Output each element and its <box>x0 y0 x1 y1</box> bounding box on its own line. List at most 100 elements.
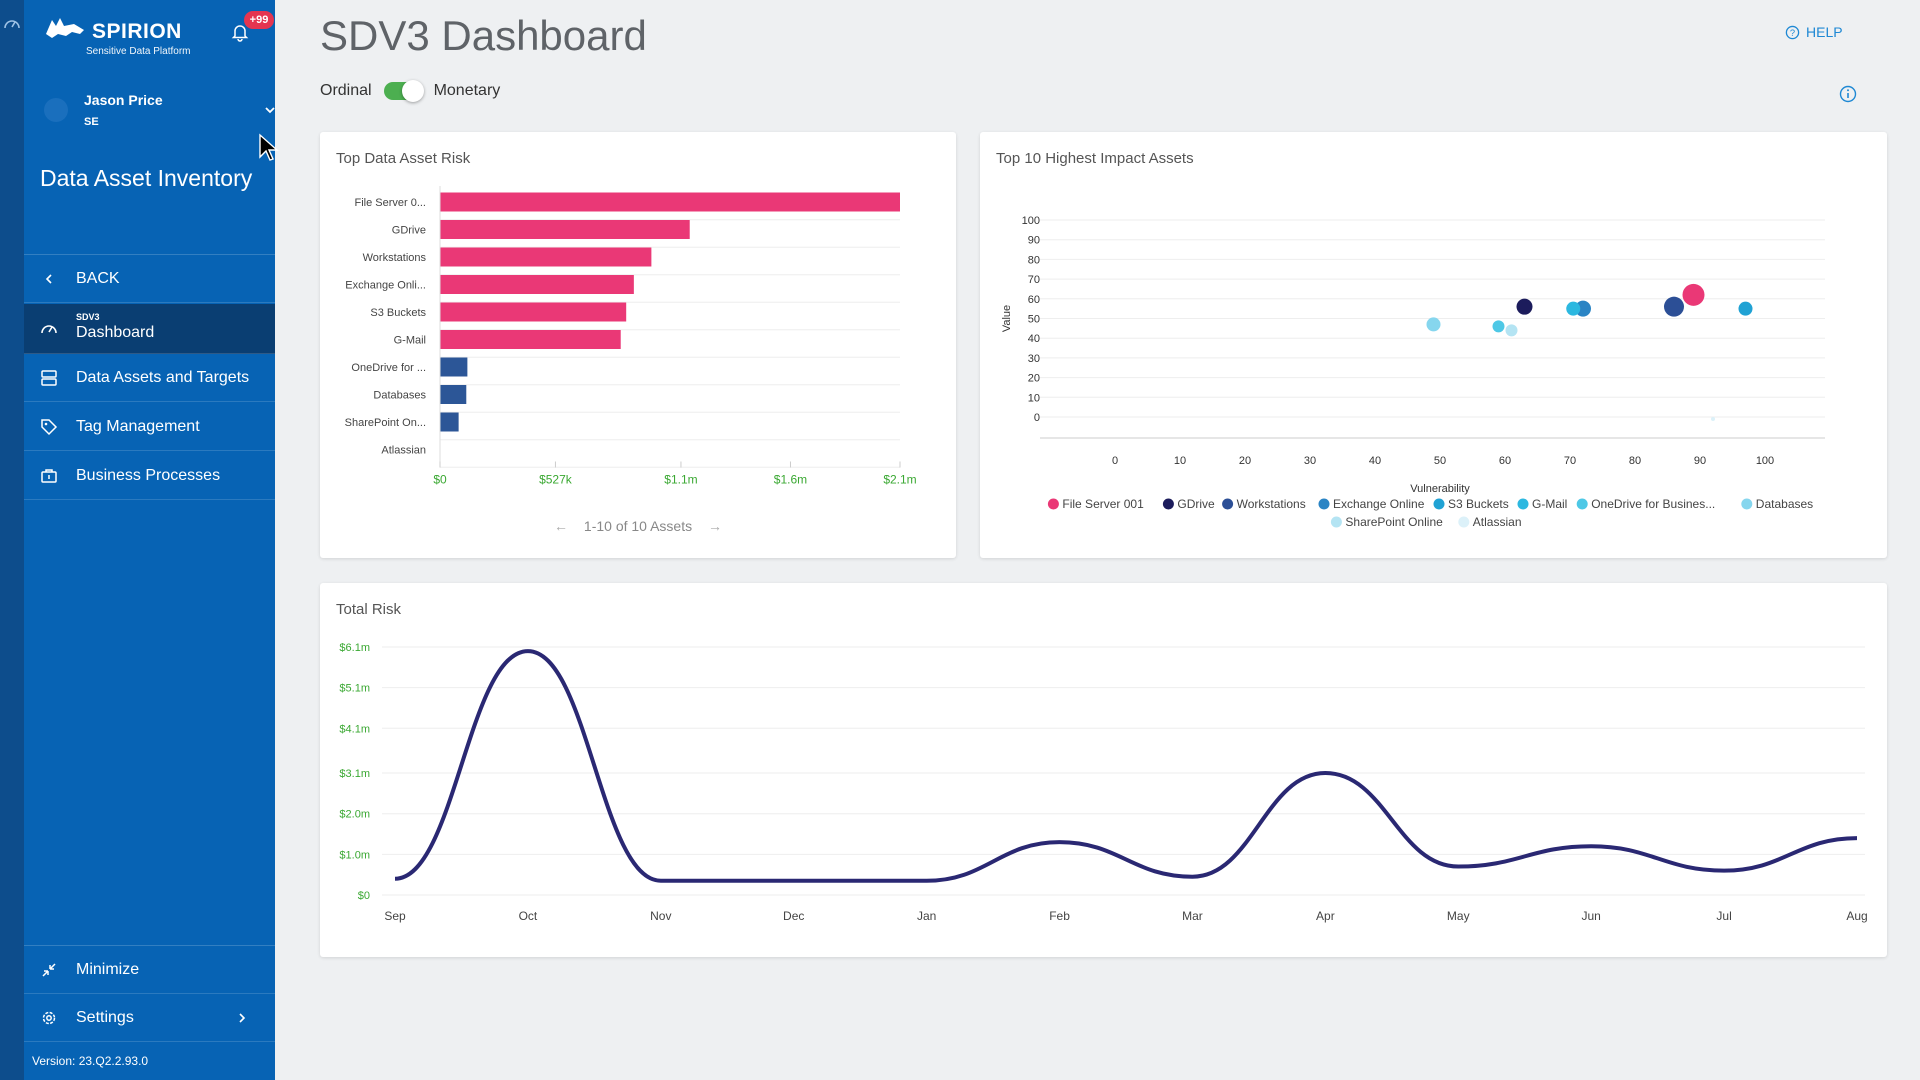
scatter-y-tick-label: 100 <box>1022 215 1040 227</box>
brand-name: SPIRION <box>92 20 182 43</box>
line-x-tick-label: Feb <box>1049 909 1070 923</box>
ordinal-monetary-switch[interactable] <box>383 80 424 102</box>
scatter-x-tick-label: 10 <box>1174 455 1186 467</box>
minimize-arrows-icon <box>42 962 56 977</box>
bar-category-label: Exchange Onli... <box>345 280 426 292</box>
scatter-x-tick-label: 0 <box>1112 455 1118 467</box>
scatter-y-tick-label: 10 <box>1028 392 1040 404</box>
next-page-icon[interactable]: → <box>707 518 722 534</box>
toggle-label-monetary: Monetary <box>433 82 501 99</box>
notifications-bell-icon[interactable] <box>230 22 250 42</box>
scatter-point <box>1664 296 1684 317</box>
bar-x-tick-label: $527k <box>539 473 573 487</box>
scatter-x-tick-label: 60 <box>1499 455 1511 467</box>
bar-category-label: Databases <box>373 390 426 402</box>
sidebar-item-business-processes[interactable]: Business Processes <box>24 452 275 500</box>
bar <box>440 412 459 432</box>
brand-tagline: Sensitive Data Platform <box>86 46 191 57</box>
scatter-y-tick-label: 20 <box>1028 373 1040 385</box>
version-text: Version: 23.Q2.2.93.0 <box>32 1054 149 1068</box>
scatter-point <box>1738 301 1753 316</box>
scatter-y-tick-label: 30 <box>1028 353 1040 365</box>
bar-x-tick-label: $0 <box>433 473 447 487</box>
sidebar: SPIRION Sensitive Data Platform +99 Jaso… <box>24 0 275 1080</box>
legend-label: OneDrive for Busines... <box>1591 497 1715 511</box>
spirion-logo[interactable]: SPIRION Sensitive Data Platform <box>44 10 204 60</box>
line-x-tick-label: Jun <box>1582 909 1601 923</box>
help-button[interactable]: ? HELP <box>1785 24 1843 40</box>
pagination: ← 1-10 of 10 Assets → <box>320 518 956 534</box>
back-label: BACK <box>76 269 120 287</box>
bar-category-label: S3 Buckets <box>370 307 426 319</box>
scatter-point <box>1711 416 1715 421</box>
notifications-badge: +99 <box>244 11 274 29</box>
chevron-right-icon <box>239 1013 246 1023</box>
database-icon <box>41 369 57 386</box>
settings-button[interactable]: Settings <box>24 994 275 1042</box>
line-x-tick-label: Aug <box>1846 909 1867 923</box>
scatter-point <box>1682 283 1705 306</box>
switch-knob <box>401 80 424 102</box>
gear-icon <box>42 1011 56 1024</box>
legend-label: S3 Buckets <box>1448 497 1509 511</box>
legend-swatch <box>1576 498 1588 510</box>
bar-category-label: File Server 0... <box>354 197 426 209</box>
legend-swatch <box>1330 516 1342 528</box>
tag-icon <box>41 418 58 435</box>
scatter-x-tick-label: 90 <box>1694 455 1706 467</box>
scatter-y-tick-label: 80 <box>1028 254 1040 266</box>
help-circle-icon: ? <box>1785 25 1800 39</box>
scatter-x-tick-label: 100 <box>1756 455 1774 467</box>
line-y-tick-label: $5.1m <box>339 683 370 695</box>
bar-category-label: SharePoint On... <box>345 417 426 429</box>
scatter-x-tick-label: 30 <box>1304 455 1316 467</box>
sidebar-item-data-assets[interactable]: Data Assets and Targets <box>24 354 275 402</box>
bar <box>440 192 900 212</box>
dashboard-gauge-icon[interactable] <box>2 14 22 34</box>
scatter-y-tick-label: 50 <box>1028 314 1040 326</box>
back-button[interactable]: BACK <box>24 255 275 303</box>
line-x-tick-label: Jan <box>917 909 936 923</box>
legend-label: Atlassian <box>1473 515 1522 529</box>
minimize-button[interactable]: Minimize <box>24 946 275 994</box>
legend-label: Workstations <box>1237 497 1306 511</box>
sidebar-item-dashboard[interactable]: SDV3 Dashboard <box>24 304 275 354</box>
page-title: SDV3 Dashboard <box>320 12 647 59</box>
info-icon[interactable] <box>1839 85 1857 103</box>
settings-label: Settings <box>76 1008 134 1026</box>
bar-chart: File Server 0... GDrive Workstations Exchan… <box>345 186 917 487</box>
scatter-y-tick-label: 0 <box>1034 412 1040 424</box>
bar-category-label: GDrive <box>392 225 426 237</box>
sidebar-item-label: Business Processes <box>76 466 221 484</box>
prev-page-icon[interactable]: ← <box>554 518 569 534</box>
toggle-label-ordinal: Ordinal <box>320 82 372 99</box>
chart-title: Top Data Asset Risk <box>336 150 471 167</box>
legend-swatch <box>1517 498 1529 510</box>
scatter-point <box>1566 301 1581 316</box>
scatter-point <box>1516 298 1533 315</box>
bar-category-label: OneDrive for ... <box>351 362 426 374</box>
spirion-cat-icon <box>46 18 84 38</box>
sidebar-item-label: Dashboard <box>76 324 155 341</box>
scatter-x-tick-label: 80 <box>1629 455 1641 467</box>
scatter-x-tick-label: 40 <box>1369 455 1381 467</box>
valuation-toggle: Ordinal Monetary <box>320 80 501 102</box>
top-impact-assets-card: Top 10 Highest Impact Assets 0 10 20 30 40 50… <box>980 132 1887 558</box>
legend-swatch <box>1741 498 1753 510</box>
legend-swatch <box>1318 498 1330 510</box>
line-y-tick-label: $2.0m <box>339 809 370 821</box>
sidebar-item-sublabel: SDV3 <box>76 312 100 322</box>
bar-x-tick-label: $2.1m <box>883 473 916 487</box>
bar-x-tick-label: $1.1m <box>664 473 697 487</box>
minimize-label: Minimize <box>76 960 140 978</box>
chevron-down-icon[interactable] <box>264 104 276 116</box>
scatter-point <box>1426 317 1441 332</box>
sidebar-item-tag-management[interactable]: Tag Management <box>24 403 275 451</box>
chevron-left-icon <box>45 273 52 284</box>
legend-swatch <box>1433 498 1445 510</box>
left-rail <box>0 0 24 1080</box>
scatter-x-tick-label: 20 <box>1239 455 1251 467</box>
user-menu[interactable]: Jason Price SE <box>44 80 275 140</box>
line-x-tick-label: Nov <box>650 909 671 923</box>
line-x-tick-label: Mar <box>1182 909 1203 923</box>
